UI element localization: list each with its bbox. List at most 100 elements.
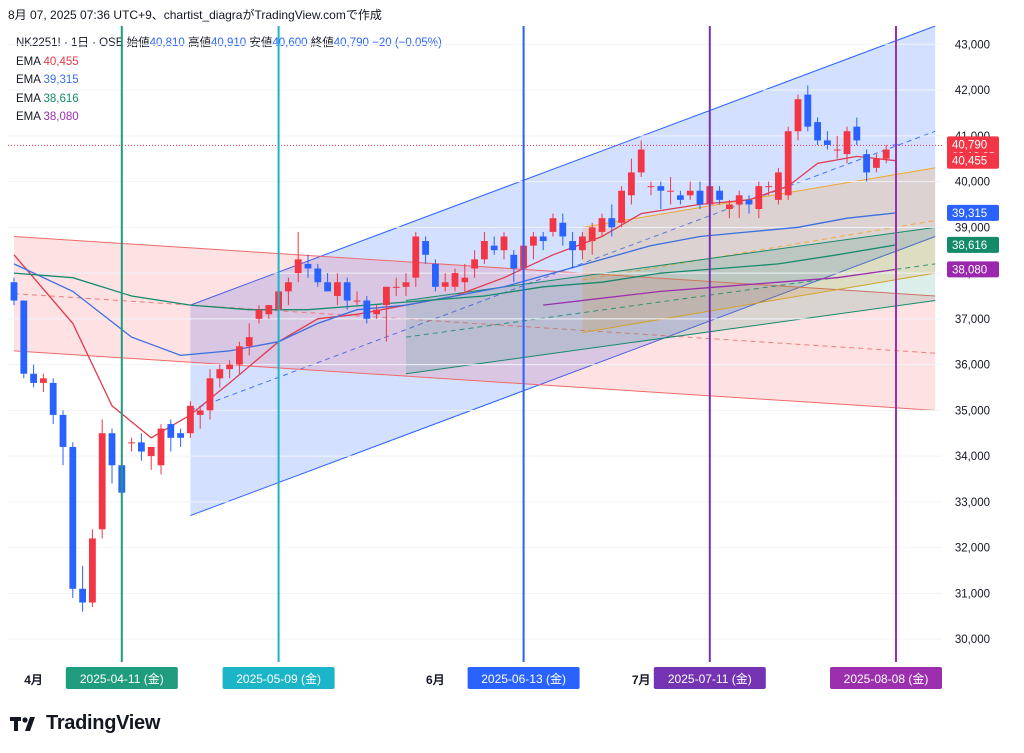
candle-body: [833, 149, 841, 151]
candle-body: [824, 140, 831, 145]
candle: [461, 263, 469, 292]
candle-body: [726, 204, 733, 210]
candle-body: [422, 241, 429, 255]
date-badge-text: 2025-04-11 (金): [80, 671, 164, 686]
price-tick-label: 31,000: [955, 588, 990, 600]
candle: [794, 94, 802, 141]
ema-row-1[interactable]: EMA 40,455: [16, 53, 442, 72]
candle: [588, 222, 596, 255]
ema-row-3[interactable]: EMA 38,616: [16, 90, 442, 109]
candle: [618, 186, 625, 228]
price-tick-label: 32,000: [955, 543, 990, 555]
candle-body: [735, 195, 743, 205]
candle-body: [755, 186, 763, 210]
date-badge-text: 2025-08-08 (金): [844, 671, 929, 686]
candle-body: [392, 286, 400, 288]
high-value: 40,910: [210, 37, 247, 49]
candle-layer: [10, 85, 900, 612]
candle: [853, 117, 861, 145]
price-badge-bg: [947, 236, 999, 253]
close-value: 40,790: [333, 37, 369, 49]
candle: [569, 231, 576, 269]
ema-row-2[interactable]: EMA 39,315: [16, 71, 442, 90]
candle-body: [461, 277, 469, 283]
open-value: 40,810: [149, 37, 185, 49]
candle-body: [167, 424, 175, 438]
ema-line-3: [543, 268, 897, 306]
candle-body: [108, 433, 116, 466]
candle: [138, 433, 145, 461]
candle-body: [49, 382, 57, 415]
candle-body: [863, 154, 870, 173]
candle: [265, 305, 273, 319]
ema-label: EMA: [16, 92, 41, 105]
price-axis: 30,000 31,000 32,000 33,000 34,000 35,000 36,0…: [947, 39, 999, 646]
candlestick-chart[interactable]: 30,000 31,000 32,000 33,000 34,000 35,000 36,0…: [0, 0, 1024, 700]
candle: [598, 213, 606, 237]
price-badge-bg: [947, 261, 999, 278]
candle: [157, 424, 165, 475]
candle: [49, 378, 57, 425]
candle: [363, 295, 371, 324]
candle: [637, 140, 645, 177]
candle-body: [402, 282, 410, 287]
candle-body: [579, 236, 586, 251]
ema-value: 38,616: [43, 92, 79, 105]
candle: [98, 419, 106, 539]
candle: [432, 259, 439, 292]
candle-body: [334, 282, 341, 296]
price-badge-text: 40,790: [952, 139, 987, 151]
candle: [824, 131, 831, 150]
chart-title: 8月 07, 2025 07:36 UTC+9、chartist_diagraが…: [8, 8, 382, 22]
date-badge-text: 2025-07-11 (金): [668, 671, 752, 686]
candle: [686, 181, 694, 200]
low-value: 40,600: [272, 37, 308, 49]
price-tick-label: 39,000: [955, 222, 990, 234]
ema-row-4[interactable]: EMA 38,080: [16, 108, 442, 127]
candle: [383, 286, 390, 342]
price-badge-text: 38,616: [952, 240, 987, 252]
candle-body: [569, 241, 576, 251]
price-tick-label: 37,000: [955, 314, 990, 326]
candle-body: [245, 337, 253, 347]
candle-body: [618, 190, 625, 223]
date-badge-text: 2025-06-13 (金): [481, 671, 566, 686]
high-label: 高値: [187, 37, 211, 49]
candle-body: [667, 190, 674, 192]
price-badge-bg: [947, 204, 999, 221]
channel-lower-line-1: [13, 350, 936, 411]
candle: [245, 323, 253, 356]
candle-body: [383, 286, 390, 306]
candle: [285, 277, 292, 306]
ohlc-row: NK2251! · 1日 · OSE 始値40,810 高値40,910 安値4…: [16, 34, 442, 53]
candle: [402, 273, 410, 296]
candle: [765, 181, 772, 196]
channel-upper-line-0: [190, 26, 936, 306]
ema-value: 39,315: [43, 74, 79, 86]
candle: [814, 117, 821, 145]
candle-body: [775, 172, 782, 200]
price-badge-text: 39,315: [952, 208, 987, 220]
candle-body: [814, 122, 821, 141]
candle-body: [20, 300, 28, 374]
candle: [304, 254, 312, 278]
price-tick-label: 30,000: [955, 634, 990, 646]
candle-body: [853, 126, 861, 141]
month-tick-label: 4月: [24, 673, 43, 687]
candle-body: [255, 309, 263, 319]
candle-body: [794, 99, 802, 132]
candle-body: [216, 369, 224, 379]
candle-body: [79, 588, 86, 603]
candle: [882, 144, 890, 164]
candle: [716, 186, 723, 205]
candle: [451, 268, 459, 292]
candle-body: [30, 373, 37, 383]
candle: [373, 305, 380, 319]
price-badge-text: 40,455: [952, 156, 987, 168]
candle-body: [147, 446, 155, 457]
candle: [745, 195, 753, 214]
candle-body: [226, 364, 233, 370]
candle: [441, 273, 449, 292]
tradingview-logo[interactable]: TradingView: [10, 712, 160, 735]
candle: [500, 231, 508, 260]
